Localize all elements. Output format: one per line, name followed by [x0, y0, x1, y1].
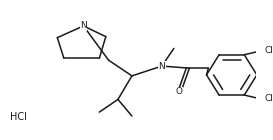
Text: Cl: Cl: [264, 46, 273, 55]
Text: N: N: [80, 21, 87, 30]
Text: N: N: [158, 62, 165, 71]
Text: HCl: HCl: [10, 112, 27, 122]
Text: O: O: [176, 87, 183, 96]
Text: Cl: Cl: [264, 94, 273, 103]
